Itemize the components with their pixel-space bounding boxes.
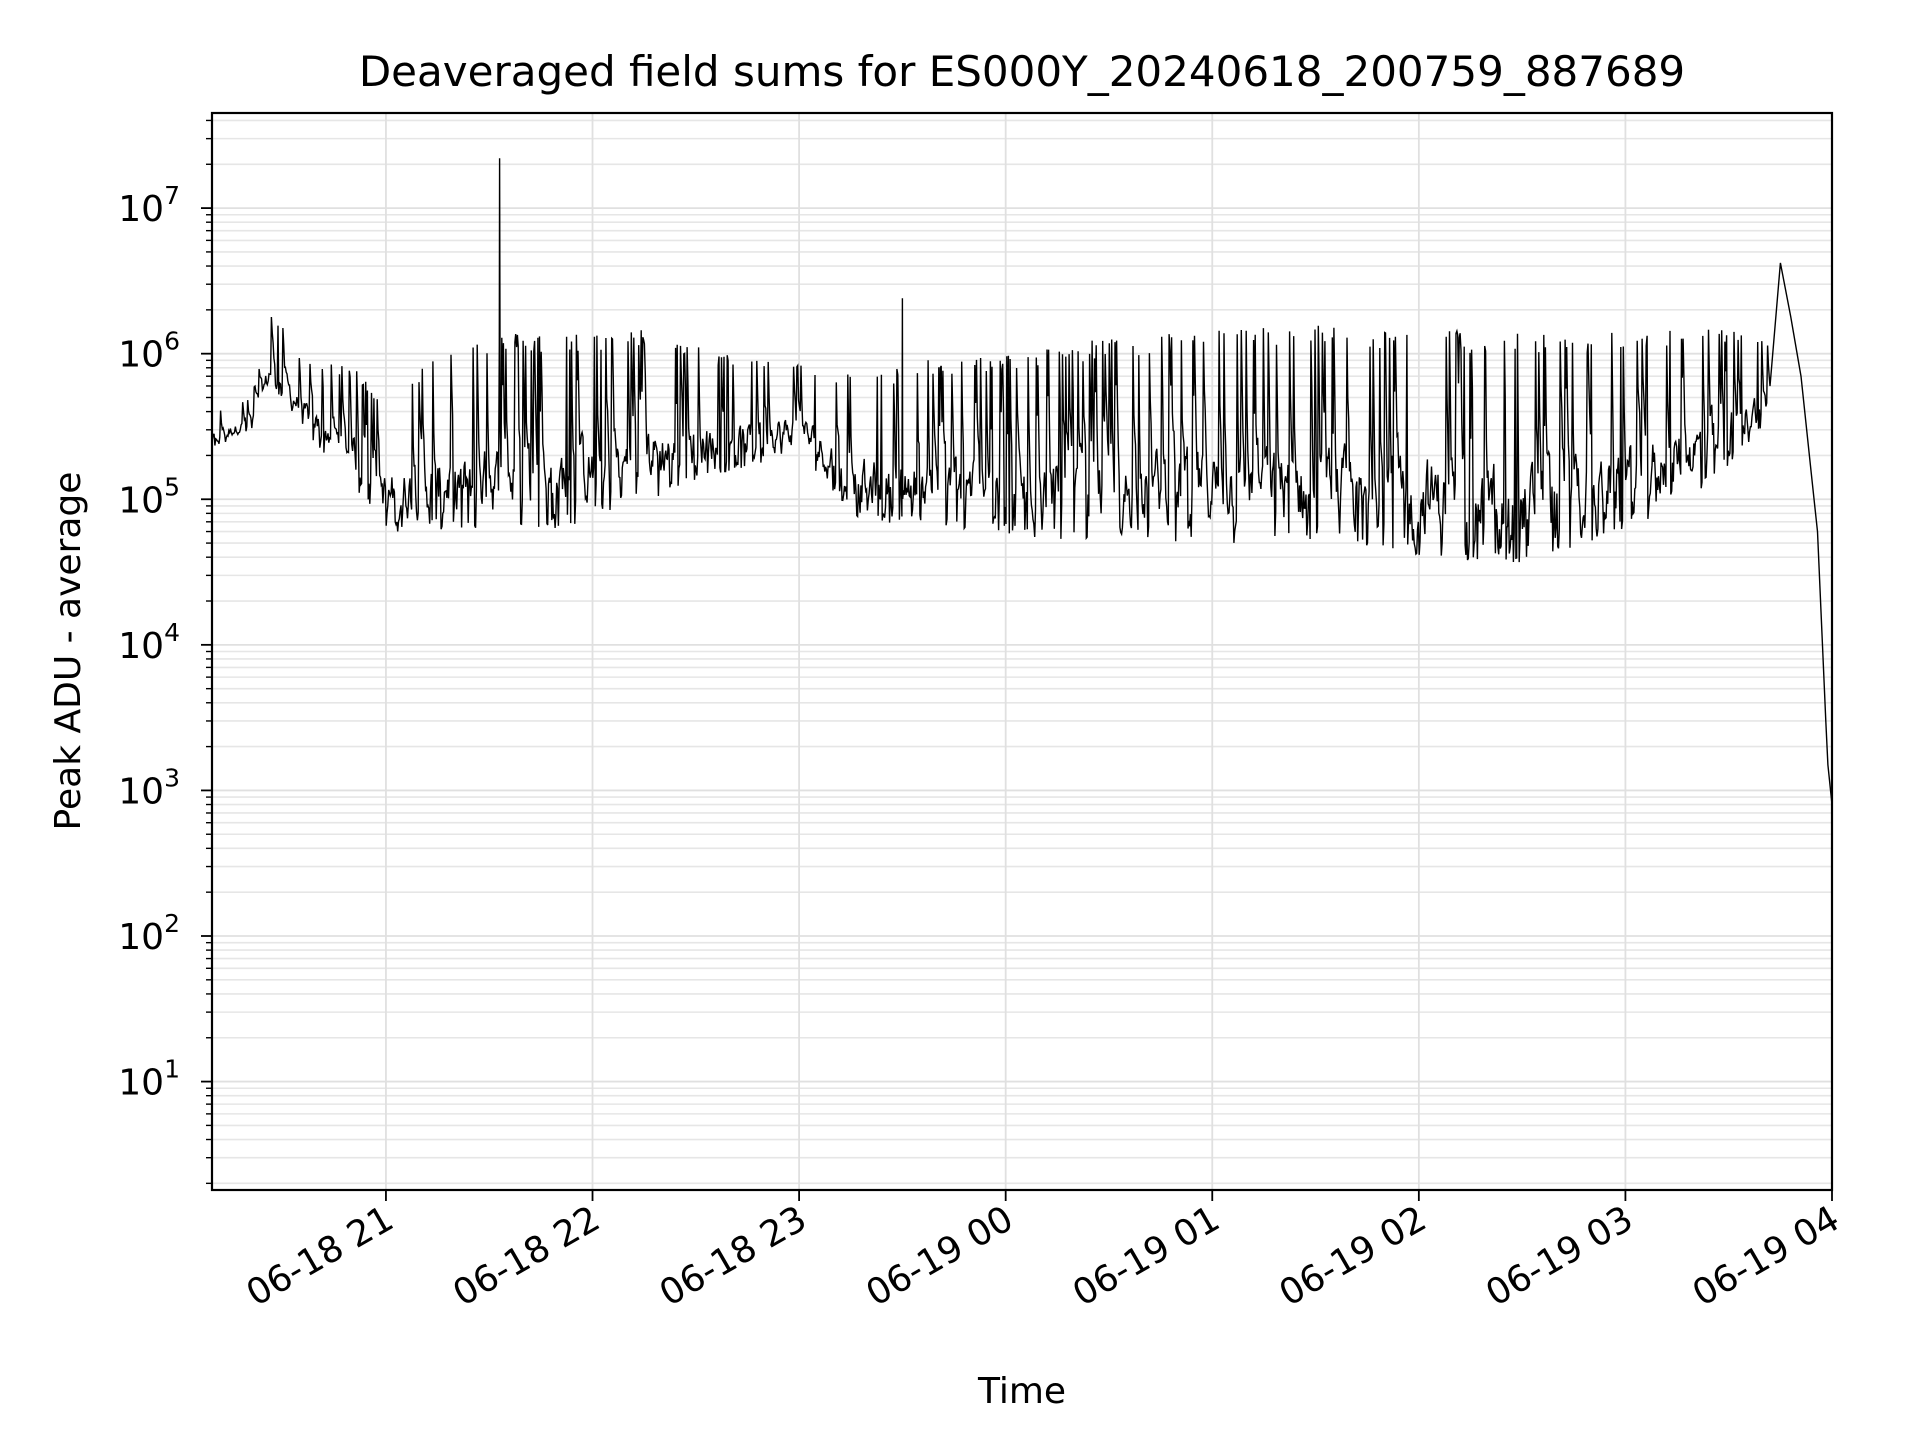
y-tick-label: 106 [118, 327, 180, 376]
y-tick-label: 104 [118, 618, 180, 667]
x-axis-label: Time [977, 1371, 1066, 1412]
y-tick-label: 107 [118, 181, 180, 230]
plot-area [211, 158, 1833, 1140]
y-tick-label: 101 [118, 1055, 180, 1104]
y-axis-label: Peak ADU - average [48, 472, 89, 831]
y-tick-label: 102 [118, 909, 180, 958]
chart-title: Deaveraged field sums for ES000Y_2024061… [359, 47, 1685, 96]
y-tick-label: 103 [118, 763, 180, 812]
series-line [211, 158, 1833, 1140]
y-axis: 101 102 103 104 105 106 107 [118, 119, 212, 1185]
y-tick-label: 105 [118, 472, 180, 521]
